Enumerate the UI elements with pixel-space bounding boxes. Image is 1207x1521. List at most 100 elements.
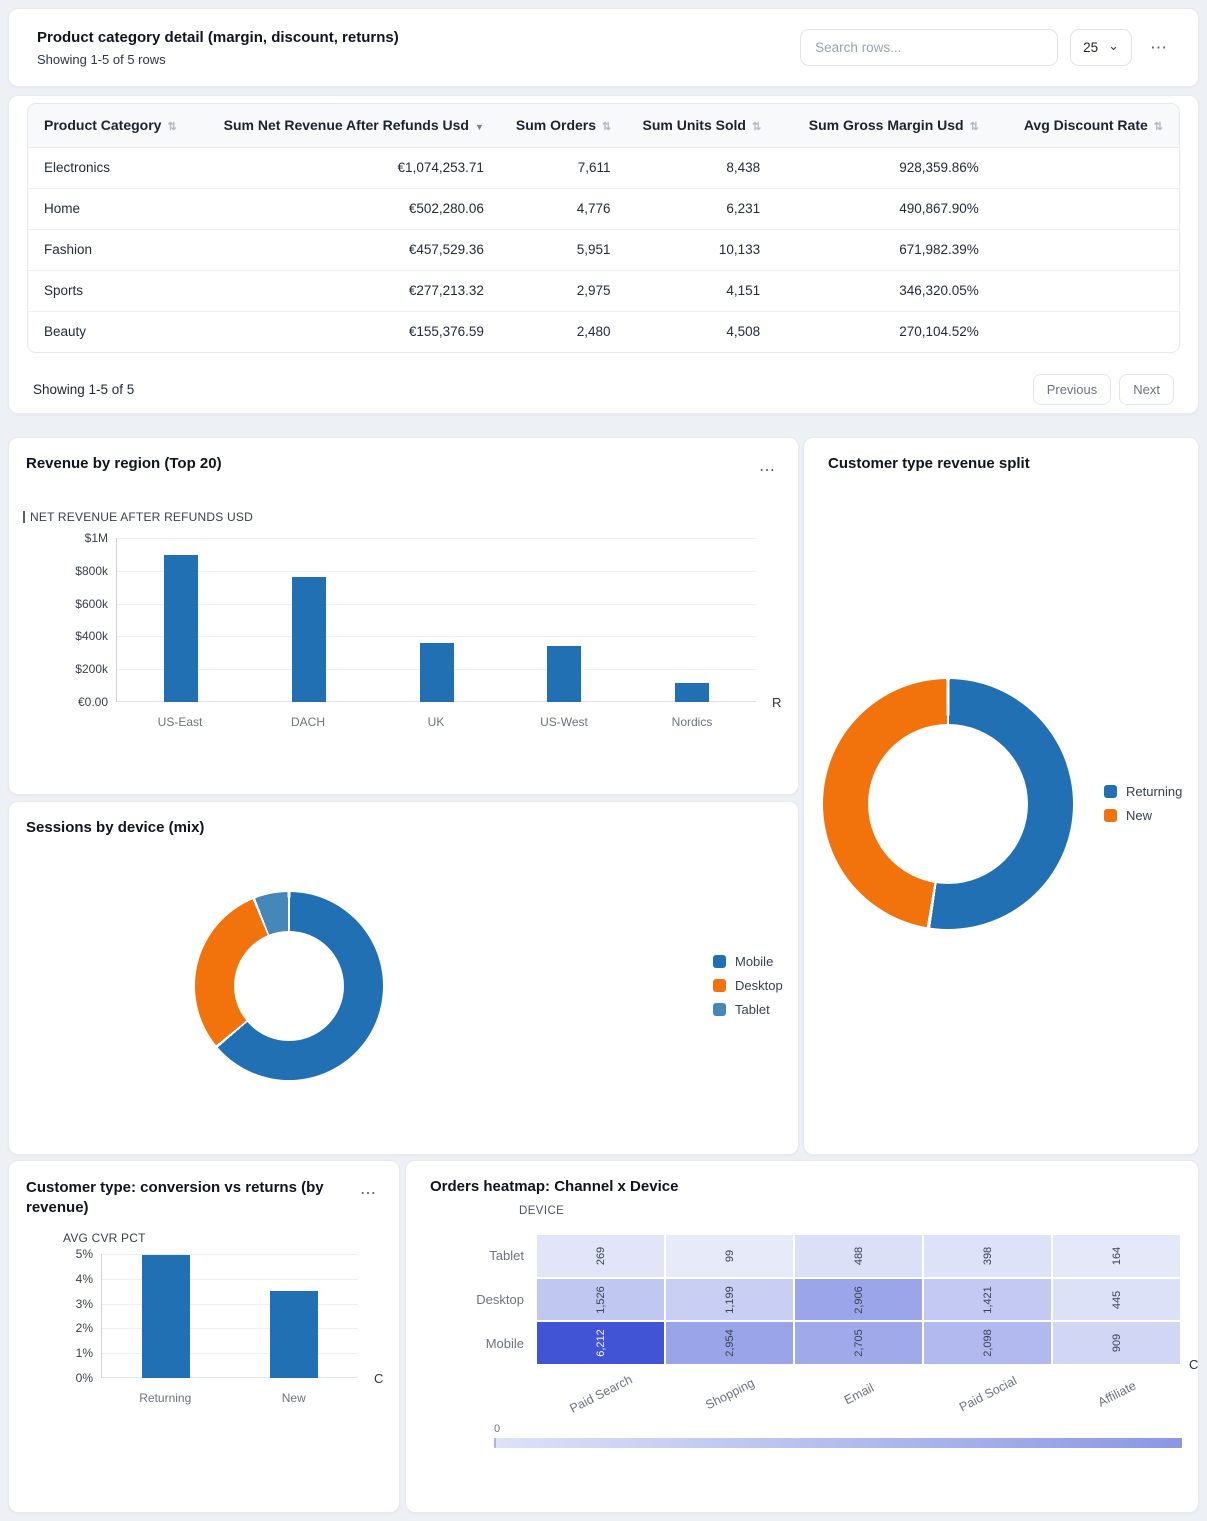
legend-item-returning[interactable]: Returning	[1104, 784, 1182, 799]
sessions-chart-title: Sessions by device (mix)	[26, 819, 205, 836]
legend-item-tablet[interactable]: Tablet	[713, 1002, 783, 1017]
series-label-text: NET REVENUE AFTER REFUNDS USD	[30, 510, 253, 524]
gridline	[102, 1303, 358, 1305]
customer-split-donut-chart[interactable]	[823, 679, 1073, 929]
table-header-row: Product Category ⇅ Sum Net Revenue After R…	[28, 104, 1179, 148]
bar-dach[interactable]	[291, 576, 326, 702]
heatmap-cell-desktop-affiliate[interactable]: 445	[1052, 1277, 1181, 1322]
cvr-menu-button[interactable]: ⋯	[360, 1185, 377, 1202]
value-cell: 671,982.39%	[776, 229, 995, 271]
column-label: Sum Units Sold	[642, 117, 746, 134]
heatmap-cell-value: 99	[723, 1249, 736, 1262]
gridline	[117, 603, 756, 605]
legend-label: New	[1126, 808, 1153, 823]
split-chart-title: Customer type revenue split	[828, 455, 1030, 472]
legend-item-desktop[interactable]: Desktop	[713, 978, 783, 993]
heatmap-cell-value: 164	[1110, 1246, 1123, 1266]
heatmap-column-label: Paid Search	[566, 1372, 635, 1416]
column-header-sum-gross-margin-usd[interactable]: Sum Gross Margin Usd ⇅	[776, 104, 995, 148]
legend-item-new[interactable]: New	[1104, 808, 1182, 823]
sort-toggle-icon: ⇅	[969, 121, 979, 134]
previous-button[interactable]: Previous	[1032, 374, 1112, 405]
product-category-table-card: Product Category ⇅ Sum Net Revenue After R…	[8, 95, 1199, 414]
sessions-donut-chart[interactable]	[195, 892, 383, 1080]
heatmap-cell-tablet-shopping[interactable]: 99	[665, 1234, 794, 1278]
value-cell	[994, 188, 1179, 230]
heatmap-cell-mobile-paid-social[interactable]: 2,098	[923, 1321, 1052, 1366]
y-tick-label: 1%	[75, 1346, 93, 1361]
bar-nordics[interactable]	[675, 683, 710, 702]
category-cell: Electronics	[28, 147, 201, 189]
heatmap-cell-tablet-affiliate[interactable]: 164	[1052, 1234, 1181, 1278]
heatmap-cell-desktop-email[interactable]: 2,906	[794, 1277, 923, 1322]
bar-us-east[interactable]	[163, 555, 198, 702]
sort-toggle-icon: ⇅	[602, 121, 612, 134]
table-header-card: Product category detail (margin, discoun…	[8, 8, 1199, 87]
legend-item-mobile[interactable]: Mobile	[713, 954, 783, 969]
region-menu-button[interactable]: ⋯	[759, 462, 776, 479]
y-tick-label: €0.00	[77, 695, 108, 709]
heatmap-cell-value: 2,906	[852, 1285, 865, 1314]
heatmap-cell-tablet-email[interactable]: 488	[794, 1234, 923, 1278]
series-swatch-icon	[23, 511, 25, 523]
heatmap-cell-value: 1,421	[981, 1285, 994, 1314]
table-row[interactable]: Sports €277,213.32 2,975 4,151 346,320.05%	[28, 270, 1179, 312]
gridline	[102, 1377, 358, 1378]
heatmap-cell-value: 2,705	[852, 1329, 865, 1357]
heatmap-cell-desktop-shopping[interactable]: 1,199	[665, 1277, 794, 1322]
heatmap-cell-desktop-paid-social[interactable]: 1,421	[923, 1277, 1052, 1322]
value-cell: €502,280.06	[200, 188, 500, 230]
legend-label: Mobile	[735, 954, 774, 969]
table-row[interactable]: Beauty €155,376.59 2,480 4,508 270,104.52%	[28, 311, 1179, 352]
heatmap-cell-mobile-affiliate[interactable]: 909	[1052, 1321, 1181, 1366]
x-tick-label: Nordics	[671, 715, 713, 729]
y-tick-label: 4%	[75, 1271, 93, 1286]
customer-split-card: Customer type revenue split Returning New	[803, 437, 1199, 1155]
heatmap-y-axis-title: DEVICE	[519, 1205, 565, 1217]
heatmap-cell-mobile-shopping[interactable]: 2,954	[665, 1321, 794, 1366]
heatmap-cell-desktop-paid-search[interactable]: 1,526	[536, 1277, 665, 1322]
table-subtitle: Showing 1-5 of 5 rows	[37, 51, 166, 67]
sessions-by-device-card: Sessions by device (mix) Mobile Desktop Ta…	[8, 801, 799, 1155]
column-header-product-category[interactable]: Product Category ⇅	[28, 104, 201, 148]
y-tick-label: 2%	[75, 1321, 93, 1336]
region-series-label: NET REVENUE AFTER REFUNDS USD	[23, 510, 253, 524]
column-header-avg-discount-rate[interactable]: Avg Discount Rate ⇅	[994, 104, 1179, 148]
table-row[interactable]: Home €502,280.06 4,776 6,231 490,867.90%	[28, 188, 1179, 230]
category-cell: Sports	[28, 270, 201, 312]
table-menu-button[interactable]: ⋯	[1144, 34, 1174, 62]
gridline	[102, 1254, 358, 1255]
search-input[interactable]	[800, 29, 1059, 66]
value-cell	[994, 270, 1179, 312]
column-label: Sum Gross Margin Usd	[808, 117, 964, 134]
column-header-sum-units-sold[interactable]: Sum Units Sold ⇅	[626, 104, 777, 148]
heatmap-row-labels: Tablet Desktop Mobile	[406, 1234, 524, 1365]
heatmap-x-axis-title: C	[1189, 1357, 1199, 1372]
value-cell: 270,104.52%	[776, 311, 995, 352]
heatmap-cell-mobile-paid-search[interactable]: 6,212	[536, 1321, 665, 1366]
table-row[interactable]: Electronics €1,074,253.71 7,611 8,438 928,35…	[28, 147, 1179, 189]
legend-swatch-icon	[713, 955, 726, 968]
heatmap-cell-mobile-email[interactable]: 2,705	[794, 1321, 923, 1366]
region-plot-area: $1M $800k $600k $400k $200k €0.00	[75, 531, 756, 709]
table-controls: 25 ⌄ ⋯	[800, 29, 1174, 66]
table-footer: Showing 1-5 of 5 Previous Next	[27, 353, 1180, 405]
value-cell: €457,529.36	[200, 229, 500, 271]
bar-new[interactable]	[270, 1291, 318, 1378]
rows-per-page-select[interactable]: 25 ⌄	[1070, 29, 1132, 66]
column-header-sum-orders[interactable]: Sum Orders ⇅	[499, 104, 627, 148]
y-tick-label: $600k	[75, 596, 108, 611]
revenue-by-region-card: Revenue by region (Top 20) ⋯ NET REVENUE…	[8, 437, 799, 795]
heatmap-cell-tablet-paid-search[interactable]: 269	[536, 1234, 665, 1278]
column-header-sum-net-revenue-after-refunds-usd[interactable]: Sum Net Revenue After Refunds Usd ▼	[200, 104, 500, 148]
value-cell: €1,074,253.71	[200, 147, 500, 189]
bar-returning[interactable]	[142, 1254, 190, 1378]
heatmap-row: 6,212 2,954 2,705 2,098 909	[536, 1321, 1181, 1366]
table-row[interactable]: Fashion €457,529.36 5,951 10,133 671,982.39%	[28, 229, 1179, 271]
bar-us-west[interactable]	[547, 646, 582, 702]
heatmap-cell-tablet-paid-social[interactable]: 398	[923, 1234, 1052, 1278]
cvr-chart-title: Customer type: conversion vs returns (by…	[26, 1179, 324, 1217]
next-button[interactable]: Next	[1119, 374, 1174, 405]
bar-uk[interactable]	[419, 642, 454, 702]
cvr-x-labels: Returning New	[101, 1391, 358, 1405]
